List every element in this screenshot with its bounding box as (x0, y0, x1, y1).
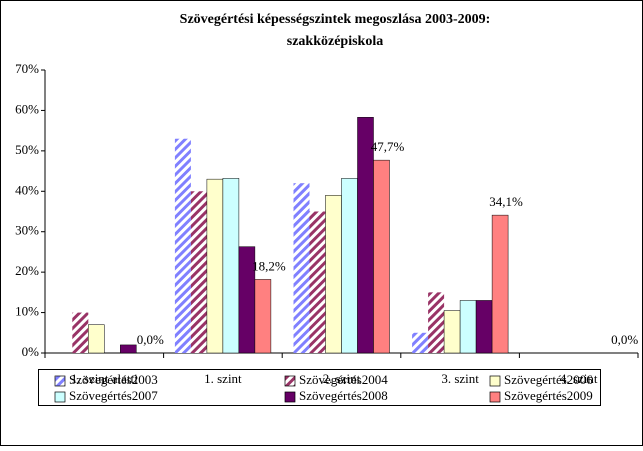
bar (341, 178, 358, 354)
legend-label: Szövegértés2006 (504, 372, 593, 387)
legend-swatch (54, 375, 66, 387)
bar (222, 178, 240, 354)
bar (72, 312, 89, 353)
data-label: 34,1% (489, 194, 523, 209)
bar (428, 292, 445, 353)
y-tick-label: 20% (15, 263, 39, 278)
bar (88, 324, 105, 354)
bar (325, 195, 342, 354)
y-tick-label: 30% (15, 223, 39, 238)
y-tick-label: 0% (22, 344, 40, 359)
bar (459, 300, 477, 354)
x-tick-label: 4. szint (560, 371, 598, 386)
legend-label: Szövegértés2008 (299, 388, 388, 403)
bar (206, 178, 224, 354)
data-label: 18,2% (252, 258, 286, 273)
bar (120, 344, 137, 354)
bar (443, 310, 461, 354)
bar (475, 300, 493, 354)
x-tick-label: 1. szint (204, 371, 242, 386)
y-tick-label: 40% (15, 182, 39, 197)
x-tick-label: 3. szint (441, 371, 479, 386)
y-tick-label: 60% (15, 101, 39, 116)
bar (309, 211, 326, 353)
legend-label: Szövegértés2003 (69, 372, 158, 387)
legend-label: Szövegértés2004 (299, 372, 388, 387)
y-tick-label: 70% (15, 61, 39, 76)
bar (373, 159, 390, 354)
chart-title: szakközépiskola (287, 34, 383, 49)
y-tick-label: 50% (15, 142, 39, 157)
legend-swatch (284, 375, 296, 387)
bar (293, 183, 310, 353)
x-tick-label: 2. szint (323, 371, 361, 386)
x-tick-label: 1. szint alatti (71, 371, 138, 386)
bar (412, 332, 429, 353)
legend-swatch (489, 375, 501, 387)
data-label: 0,0% (137, 332, 164, 347)
bar (491, 214, 509, 354)
legend-swatch (54, 391, 66, 403)
data-label: 0,0% (611, 332, 638, 347)
bar (190, 191, 207, 353)
chart-title: Szövegértési képességszintek megoszlása … (180, 12, 491, 27)
data-label: 47,7% (371, 139, 405, 154)
legend-swatch (284, 391, 296, 403)
legend-label: Szövegértés2009 (504, 388, 593, 403)
legend-box (38, 369, 601, 406)
y-tick-label: 10% (15, 304, 39, 319)
bar (174, 138, 191, 353)
legend-swatch (489, 391, 501, 403)
bar (254, 279, 272, 354)
legend-label: Szövegértés2007 (69, 388, 158, 403)
